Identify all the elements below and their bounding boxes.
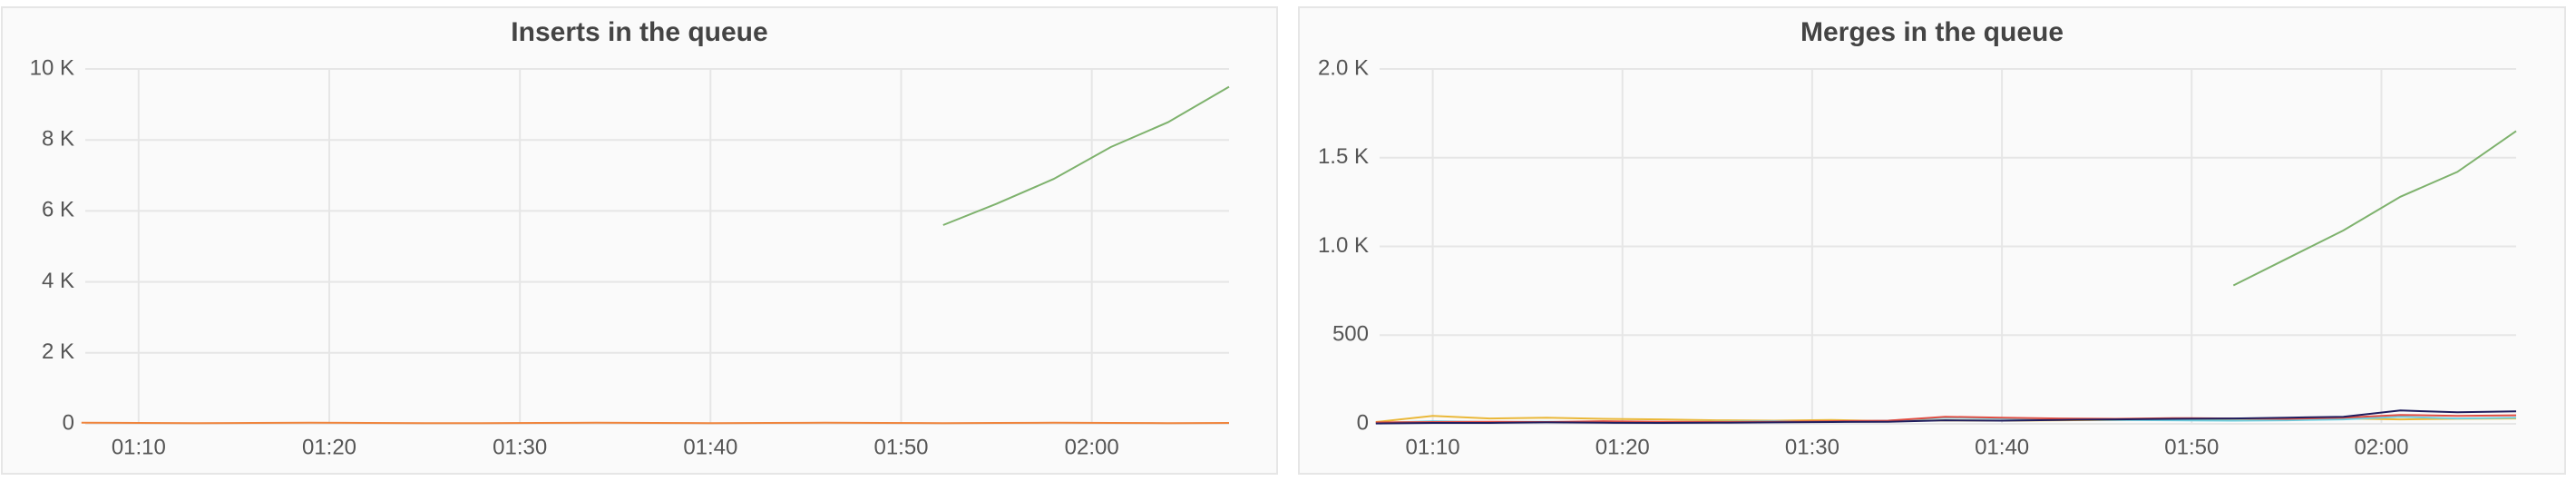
x-tick-label: 01:20 <box>1595 435 1650 459</box>
x-tick-label: 01:10 <box>1406 435 1460 459</box>
y-tick-label: 6 K <box>42 198 74 222</box>
panel <box>1 6 1278 475</box>
panel <box>1298 6 2566 475</box>
x-tick-label: 02:00 <box>1065 435 1119 459</box>
chart-title: Merges in the queue <box>1800 17 2064 47</box>
y-tick-label: 1.5 K <box>1318 144 1369 169</box>
series-line <box>2232 130 2517 287</box>
y-tick-label: 4 K <box>42 269 74 293</box>
x-tick-label: 01:50 <box>873 435 928 459</box>
x-tick-label: 02:00 <box>2354 435 2408 459</box>
x-tick-label: 01:10 <box>112 435 166 459</box>
x-tick-label: 01:30 <box>493 435 547 459</box>
y-tick-label: 2 K <box>42 339 74 364</box>
chart-title: Inserts in the queue <box>511 17 767 47</box>
series-line <box>1375 409 2517 425</box>
x-tick-label: 01:50 <box>2164 435 2219 459</box>
y-tick-label: 1.0 K <box>1318 233 1369 258</box>
series-line <box>942 85 1230 226</box>
x-tick-label: 01:20 <box>302 435 356 459</box>
y-tick-label: 10 K <box>30 55 74 80</box>
y-tick-label: 2.0 K <box>1318 55 1369 80</box>
x-tick-label: 01:40 <box>1975 435 2029 459</box>
x-tick-label: 01:30 <box>1785 435 1839 459</box>
x-tick-label: 01:40 <box>683 435 737 459</box>
y-tick-label: 0 <box>1357 410 1369 435</box>
y-tick-label: 0 <box>63 410 74 435</box>
y-tick-label: 8 K <box>42 127 74 152</box>
y-tick-label: 500 <box>1332 322 1369 347</box>
